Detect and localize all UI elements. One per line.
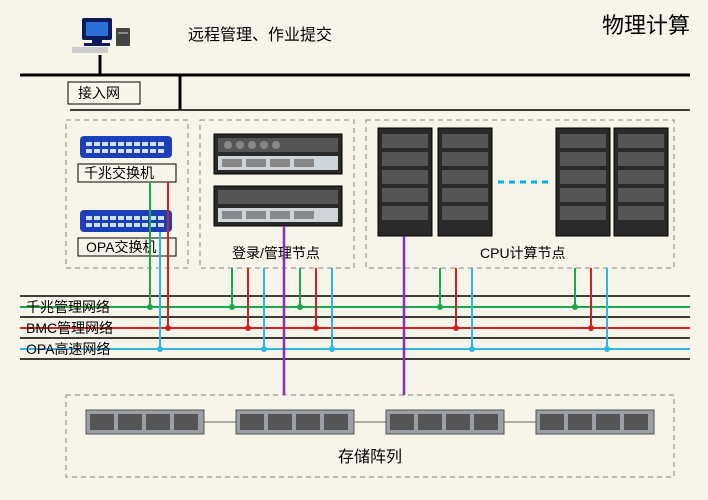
storage-unit-1 — [86, 410, 204, 434]
login-server-2 — [214, 186, 342, 226]
remote-label: 远程管理、作业提交 — [188, 26, 332, 44]
cpu-rack-2 — [438, 128, 492, 236]
net-bmc-label: BMC管理网络 — [26, 320, 113, 336]
storage-unit-2 — [236, 410, 354, 434]
cpu-rack-4 — [614, 128, 668, 236]
cpu-label: CPU计算节点 — [480, 245, 566, 261]
opa-switch-label: OPA交换机 — [86, 239, 157, 255]
cpu-rack-1 — [378, 128, 432, 236]
login-label: 登录/管理节点 — [232, 245, 320, 261]
cpu-rack-3 — [556, 128, 610, 236]
giga-switch-label: 千兆交换机 — [84, 165, 154, 181]
storage-unit-4 — [536, 410, 654, 434]
giga-switch-icon — [80, 136, 172, 158]
pc-icon — [72, 18, 130, 53]
diagram: 远程管理、作业提交 接入网 千兆交换机 OPA交换机 — [0, 0, 708, 500]
storage-label: 存储阵列 — [338, 448, 402, 466]
storage-unit-3 — [386, 410, 504, 434]
net-opa-label: OPA高速网络 — [26, 341, 111, 357]
access-label: 接入网 — [78, 85, 120, 101]
opa-switch-icon — [80, 210, 172, 232]
login-server-1 — [214, 134, 342, 174]
net-giga-label: 千兆管理网络 — [26, 299, 110, 315]
